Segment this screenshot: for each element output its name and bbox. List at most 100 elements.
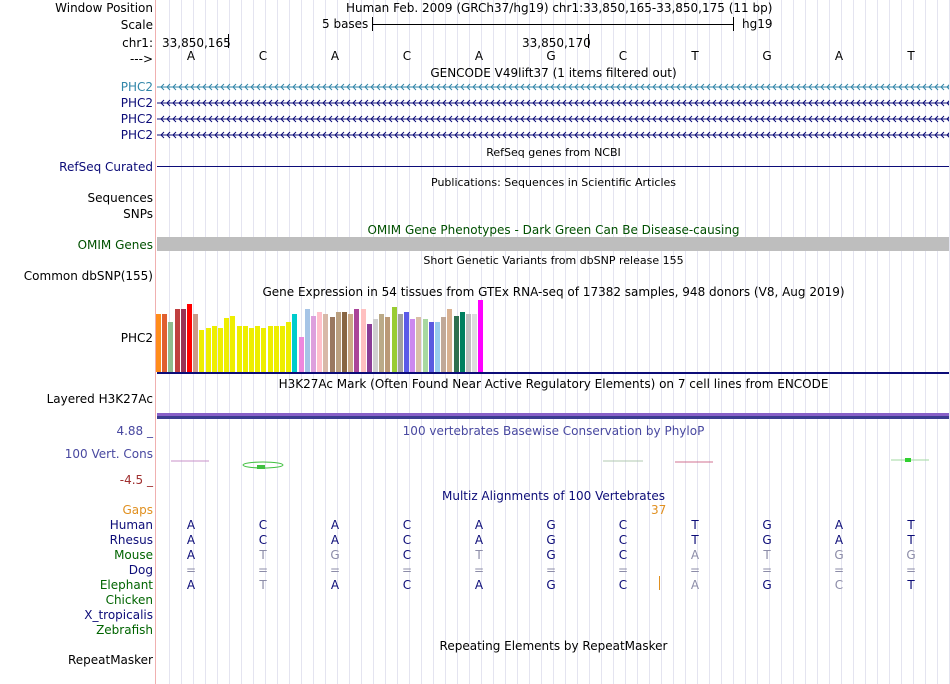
gencode-gene-label-3[interactable]: PHC2 — [120, 112, 153, 126]
gtex-tissue-bar[interactable] — [156, 314, 161, 372]
gtex-tissue-bar[interactable] — [323, 314, 328, 372]
gtex-tissue-bar[interactable] — [249, 328, 254, 372]
gtex-tissue-bar[interactable] — [230, 316, 235, 372]
gtex-tissue-bar[interactable] — [361, 309, 366, 372]
strand-chevron — [586, 99, 591, 107]
strand-chevron — [622, 131, 627, 139]
gtex-tissue-bar[interactable] — [336, 312, 341, 372]
gtex-tissue-bar[interactable] — [292, 314, 297, 372]
gtex-tissue-bar[interactable] — [385, 317, 390, 372]
gtex-tissue-bar[interactable] — [367, 324, 372, 372]
gtex-tissue-bar[interactable] — [404, 312, 409, 372]
gtex-tissue-bar[interactable] — [478, 300, 483, 372]
phylop-track-label[interactable]: 100 Vert. Cons — [64, 447, 153, 461]
gtex-tissue-bar[interactable] — [243, 326, 248, 372]
gtex-tissue-bar[interactable] — [423, 319, 428, 372]
gtex-tissue-bar[interactable] — [435, 322, 440, 372]
gtex-tissue-bar[interactable] — [175, 309, 180, 372]
strand-chevron — [484, 131, 489, 139]
gencode-gene-2[interactable] — [157, 98, 949, 108]
gtex-tissue-bar[interactable] — [280, 326, 285, 372]
strand-chevron — [208, 83, 213, 91]
gtex-tissue-bar[interactable] — [181, 309, 186, 372]
gtex-tissue-bar[interactable] — [410, 319, 415, 372]
species-label[interactable]: Mouse — [114, 548, 153, 562]
gtex-tissue-bar[interactable] — [299, 337, 304, 372]
strand-chevron — [574, 83, 579, 91]
gencode-gene-label-2[interactable]: PHC2 — [120, 96, 153, 110]
strand-chevron — [664, 131, 669, 139]
gtex-tissue-bar[interactable] — [218, 328, 223, 372]
snps-track-label[interactable]: SNPs — [123, 207, 153, 221]
gtex-tissue-bar[interactable] — [268, 326, 273, 372]
species-label[interactable]: Dog — [128, 563, 153, 577]
h3k27ac-signal[interactable] — [157, 413, 949, 416]
strand-chevron — [532, 83, 537, 91]
gtex-tissue-bar[interactable] — [237, 326, 242, 372]
gencode-gene-4[interactable] — [157, 130, 949, 140]
refseq-gene-line[interactable] — [157, 166, 949, 167]
h3k27ac-signal-layer[interactable] — [157, 416, 949, 419]
gtex-tissue-bar[interactable] — [255, 326, 260, 372]
gtex-tissue-bar[interactable] — [311, 316, 316, 372]
gtex-tissue-bar[interactable] — [168, 322, 173, 372]
strand-chevron — [214, 115, 219, 123]
gtex-tissue-bar[interactable] — [398, 314, 403, 372]
gtex-tissue-bar[interactable] — [379, 314, 384, 372]
gtex-tissue-bar[interactable] — [466, 314, 471, 372]
strand-chevron — [664, 99, 669, 107]
gtex-tissue-bar[interactable] — [441, 317, 446, 372]
gtex-tissue-bar[interactable] — [354, 309, 359, 372]
gencode-gene-3[interactable] — [157, 114, 949, 124]
omim-track-label[interactable]: OMIM Genes — [77, 238, 153, 252]
strand-chevron — [640, 99, 645, 107]
gencode-gene-label-4[interactable]: PHC2 — [120, 128, 153, 142]
gtex-tissue-bar[interactable] — [373, 319, 378, 372]
gtex-tissue-bar[interactable] — [416, 317, 421, 372]
gtex-tissue-bar[interactable] — [460, 312, 465, 372]
dbsnp-track-label[interactable]: Common dbSNP(155) — [23, 269, 153, 283]
sequences-track-label[interactable]: Sequences — [87, 191, 153, 205]
gtex-tissue-bar[interactable] — [274, 326, 279, 372]
gtex-tissue-bar[interactable] — [187, 304, 192, 372]
gtex-tissue-bar[interactable] — [224, 318, 229, 372]
gencode-gene-label-1[interactable]: PHC2 — [120, 80, 153, 94]
aligned-base: T — [907, 518, 915, 532]
gtex-track-label[interactable]: PHC2 — [120, 331, 153, 345]
gtex-tissue-bar[interactable] — [286, 322, 291, 372]
gtex-tissue-bar[interactable] — [162, 314, 167, 372]
gtex-tissue-bar[interactable] — [472, 314, 477, 372]
gtex-tissue-bar[interactable] — [454, 316, 459, 372]
species-label[interactable]: X_tropicalis — [84, 608, 153, 622]
strand-chevron — [640, 131, 645, 139]
gtex-tissue-bar[interactable] — [429, 322, 434, 372]
gtex-tissue-bar[interactable] — [342, 312, 347, 372]
gtex-tissue-bar[interactable] — [261, 328, 266, 372]
gtex-tissue-bar[interactable] — [212, 326, 217, 372]
gtex-tissue-bar[interactable] — [447, 309, 452, 372]
species-label[interactable]: Zebrafish — [96, 623, 153, 637]
repeatmasker-track-label[interactable]: RepeatMasker — [67, 653, 153, 667]
gencode-gene-1[interactable] — [157, 82, 949, 92]
gtex-tissue-bar[interactable] — [305, 309, 310, 372]
gridline — [553, 0, 554, 684]
gtex-tissue-bar[interactable] — [348, 314, 353, 372]
gtex-tissue-bar[interactable] — [330, 317, 335, 372]
gtex-tissue-bar[interactable] — [317, 312, 322, 372]
species-label[interactable]: Elephant — [99, 578, 153, 592]
gtex-gene-model[interactable] — [157, 372, 949, 374]
strand-chevron — [508, 131, 513, 139]
species-label[interactable]: Chicken — [105, 593, 153, 607]
strand-chevron — [670, 115, 675, 123]
species-label[interactable]: Rhesus — [109, 533, 153, 547]
gtex-tissue-bar[interactable] — [206, 328, 211, 372]
gtex-tissue-bar[interactable] — [193, 314, 198, 372]
refseq-track-label[interactable]: RefSeq Curated — [59, 160, 153, 174]
omim-phenotype-bar[interactable] — [157, 237, 949, 251]
phylop-plot[interactable] — [157, 440, 949, 490]
gtex-tissue-bar[interactable] — [392, 307, 397, 372]
species-label[interactable]: Human — [109, 518, 153, 532]
gtex-tissue-bar[interactable] — [199, 330, 204, 372]
strand-chevron — [178, 83, 183, 91]
h3k27ac-track-label[interactable]: Layered H3K27Ac — [46, 392, 153, 406]
